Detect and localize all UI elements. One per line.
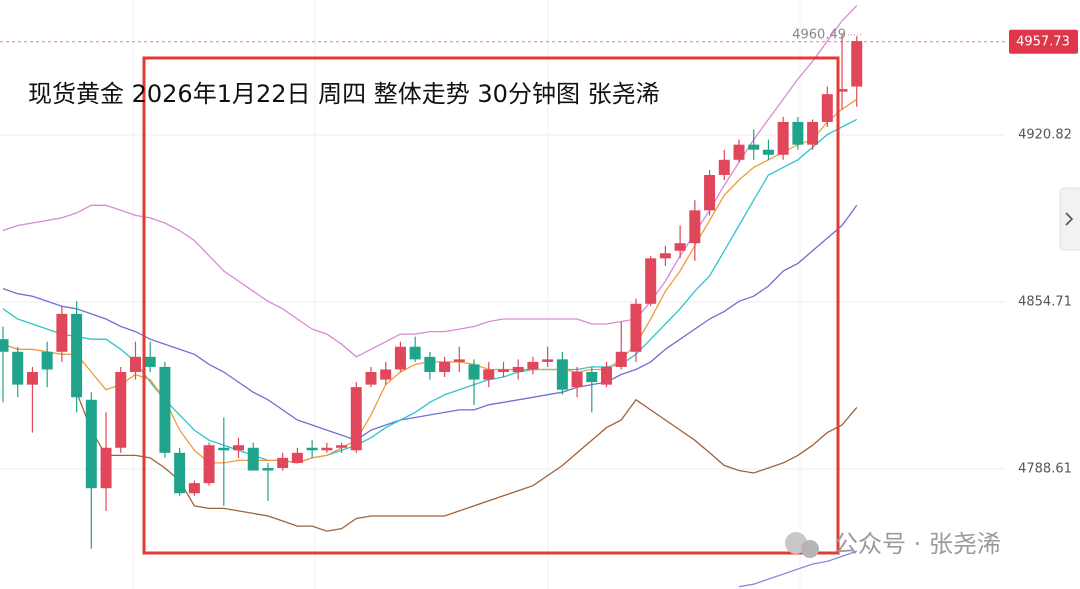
candle-body <box>836 89 848 92</box>
candle-body <box>144 356 156 367</box>
wechat-icon <box>801 540 819 558</box>
candle-body <box>762 149 774 155</box>
y-tick-label: 4788.61 <box>1018 461 1072 476</box>
candle-body <box>807 121 819 145</box>
candle-body <box>527 361 539 370</box>
candle-body <box>645 258 657 304</box>
candle-body <box>321 447 333 451</box>
candle-body <box>674 243 686 251</box>
candle-body <box>188 483 200 494</box>
last-price-box <box>1009 29 1078 54</box>
candle-body <box>718 159 730 175</box>
candle-body <box>277 457 289 468</box>
indicator-line <box>2 204 858 441</box>
candle-body <box>512 366 524 372</box>
candle-body <box>483 369 495 380</box>
candle-body <box>203 445 215 484</box>
candle-body <box>159 366 171 453</box>
candle-body <box>247 447 259 471</box>
candle-body <box>424 356 436 372</box>
candle-body <box>468 364 480 380</box>
candle-body <box>439 361 451 372</box>
chevron-icon[interactable] <box>1065 212 1074 226</box>
expand-button-bg[interactable] <box>1059 187 1080 251</box>
candle-body <box>792 121 804 145</box>
candle-body <box>497 369 509 372</box>
candle-body <box>41 351 53 370</box>
candle-body <box>380 369 392 380</box>
candle-body <box>0 339 9 352</box>
candle-body <box>748 144 760 150</box>
indicator-line <box>2 98 858 464</box>
candle-body <box>704 174 716 211</box>
candle-body <box>689 210 701 244</box>
candle-body <box>733 144 745 160</box>
candle-body <box>821 94 833 122</box>
candle-body <box>233 445 245 451</box>
candle-body <box>115 371 127 448</box>
candle-body <box>350 387 362 451</box>
candle-body <box>556 359 568 390</box>
candle-body <box>26 371 38 385</box>
candle-body <box>129 356 141 372</box>
candle-body <box>542 359 554 362</box>
candle-body <box>291 452 303 463</box>
highlight-box <box>142 56 840 555</box>
candle-body <box>394 346 406 370</box>
candle-body <box>851 41 863 87</box>
candle-body <box>85 399 97 489</box>
candle-body <box>336 445 348 448</box>
candle-body <box>365 371 377 385</box>
candle-body <box>601 366 613 385</box>
candle-body <box>453 359 465 362</box>
overlay: 4957.73 4960.49 <box>0 27 1078 54</box>
candle-body <box>56 313 68 352</box>
y-tick-label: 4920.82 <box>1018 128 1072 143</box>
indicator-line <box>738 550 858 588</box>
candle-body <box>174 452 186 494</box>
candle-body <box>12 351 24 385</box>
candle-body <box>262 467 274 471</box>
candle-body <box>659 253 671 259</box>
candle-body <box>71 313 83 398</box>
candle-body <box>630 303 642 352</box>
vertical-grid <box>132 0 801 589</box>
high-label: 4960.49 <box>792 27 846 42</box>
chart-title: 现货黄金 2026年1月22日 周四 整体走势 30分钟图 张尧浠 <box>28 80 660 108</box>
candle-body <box>777 121 789 155</box>
expand-button[interactable] <box>1059 187 1080 251</box>
y-tick-label: 4854.71 <box>1018 295 1072 310</box>
candle-body <box>100 447 112 489</box>
candle-body <box>218 447 230 451</box>
candle-body <box>571 371 583 388</box>
candles <box>0 33 863 549</box>
candle-body <box>306 447 318 451</box>
watermark: 公众号 · 张尧浠 <box>785 530 1001 558</box>
candle-body <box>615 351 627 367</box>
candle-body <box>586 371 598 383</box>
last-price-label: 4957.73 <box>1016 34 1070 49</box>
candle-body <box>409 346 421 360</box>
indicator-line <box>75 391 858 532</box>
watermark-text: 公众号 · 张尧浠 <box>834 530 1001 558</box>
